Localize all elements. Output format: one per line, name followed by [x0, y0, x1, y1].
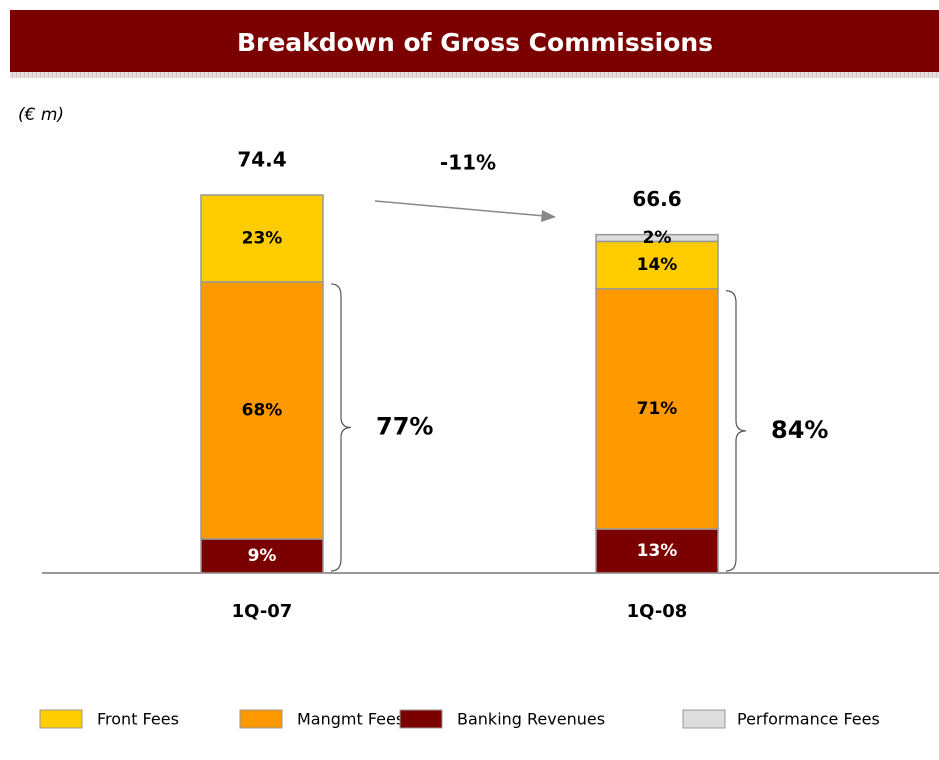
x-tick-label: 1Q-07	[232, 601, 293, 622]
value-label: 23%	[242, 228, 283, 248]
value-label: 71%	[637, 399, 678, 419]
total-label: 66.6	[632, 187, 681, 211]
legend-label: Performance Fees	[737, 710, 880, 729]
bar-segment	[200, 538, 324, 574]
bracket	[330, 283, 352, 572]
bar-segment	[595, 528, 719, 574]
bracket-label: 84%	[771, 416, 828, 444]
legend-swatch	[399, 709, 443, 729]
value-label: 2%	[643, 228, 672, 248]
legend-swatch	[682, 709, 726, 729]
value-label: 14%	[637, 255, 678, 275]
bar-segment	[200, 194, 324, 283]
legend-label: Mangmt Fees	[297, 710, 404, 729]
unit-label: (€ m)	[18, 105, 64, 125]
value-label: 9%	[248, 546, 277, 566]
legend-swatch	[239, 709, 283, 729]
title-underline	[10, 72, 939, 78]
value-label: 68%	[242, 400, 283, 420]
bar-segment	[595, 233, 719, 243]
bracket	[725, 290, 747, 572]
legend-swatch	[39, 709, 83, 729]
change-arrow-head	[541, 210, 556, 222]
title-banner	[10, 10, 939, 72]
change-arrow	[374, 200, 546, 217]
bar-segment	[595, 240, 719, 290]
x-tick-label: 1Q-08	[627, 601, 688, 622]
bar-segment	[200, 281, 324, 540]
total-label: 74.4	[237, 148, 286, 172]
legend-label: Front Fees	[97, 710, 179, 729]
change-label: -11%	[440, 151, 496, 175]
bar-segment	[595, 288, 719, 530]
legend-label: Banking Revenues	[457, 710, 605, 729]
chart-title: Breakdown of Gross Commissions	[237, 28, 713, 57]
value-label: 13%	[637, 541, 678, 561]
bracket-label: 77%	[376, 412, 433, 440]
